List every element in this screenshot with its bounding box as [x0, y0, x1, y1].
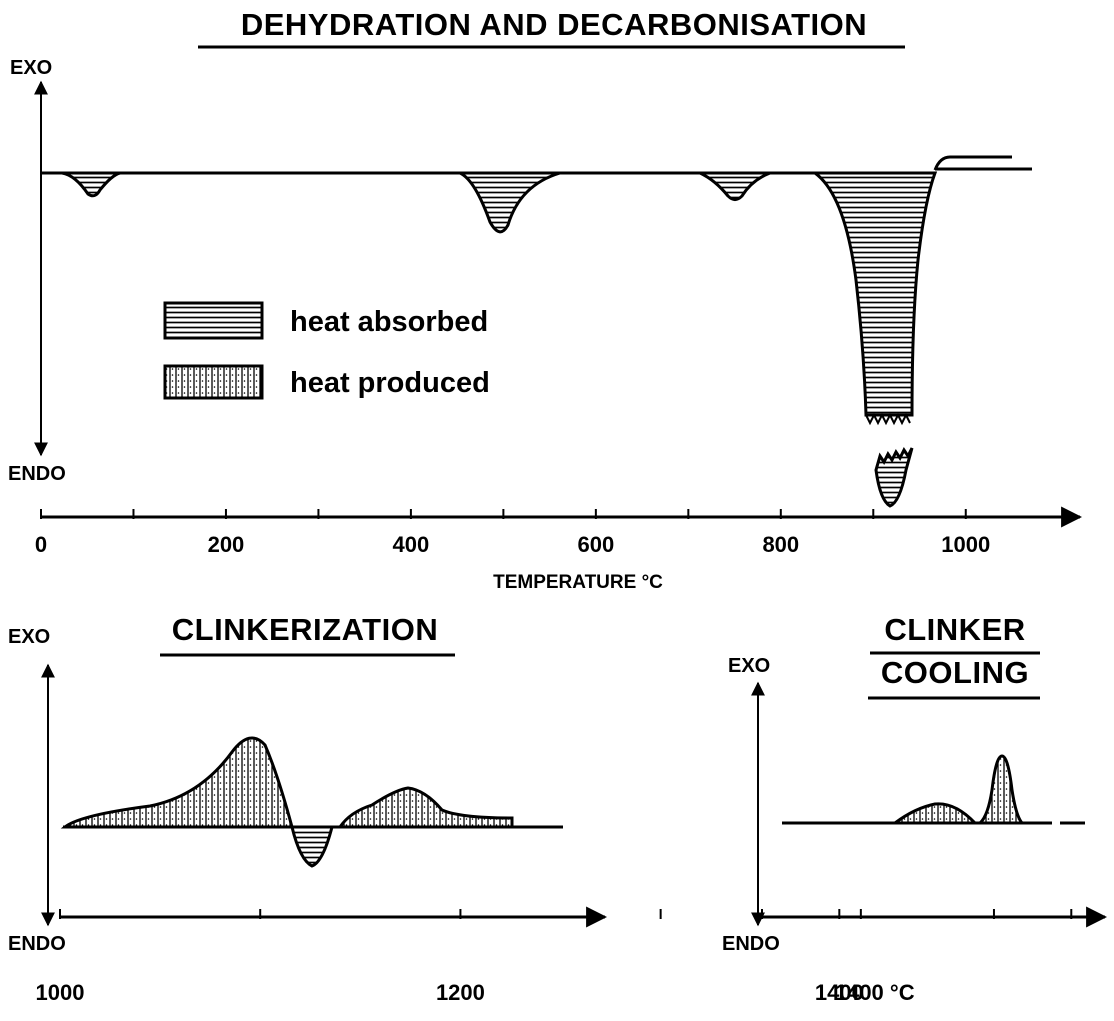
panel2-exo-label: EXO [8, 626, 50, 648]
panel2-x-ticks: 1000 1200 1400 °C [36, 909, 915, 1005]
panel1-endo-label: ENDO [8, 463, 66, 485]
panel3-exo-label: EXO [728, 655, 770, 677]
legend-label-heat-absorbed: heat absorbed [290, 306, 488, 338]
panel2-title: CLINKERIZATION [172, 612, 438, 647]
x-tick-label: 600 [577, 532, 614, 557]
x-tick-label: 1200 [436, 980, 485, 1005]
panel1-peak-endo-2 [459, 171, 561, 234]
x-tick-label: 800 [762, 532, 799, 557]
panel1-step-curve [933, 155, 1012, 171]
panel1-peak-endo-1 [61, 171, 121, 198]
x-tick-label: 1400 [815, 980, 864, 1005]
panel1-title: DEHYDRATION AND DECARBONISATION [241, 7, 867, 42]
panel3-x-ticks: 14001200 °C [761, 909, 1073, 1005]
panel3-peak-exo-small [890, 802, 979, 825]
panel-clinkerization: EXO CLINKERIZATION ENDO 1000 1200 1400 °C [8, 612, 915, 1005]
legend-label-heat-produced: heat produced [290, 367, 490, 399]
panel2-peak-exo-second [337, 786, 514, 829]
panel1-x-axis-title: TEMPERATURE °C [493, 572, 663, 593]
x-tick-label: 200 [208, 532, 245, 557]
x-tick-label: 1000 [941, 532, 990, 557]
panel3-endo-label: ENDO [722, 933, 780, 955]
panel1-x-ticks: 0 200 400 600 800 1000 [35, 509, 990, 557]
panel1-legend: heat absorbed heat produced [163, 301, 490, 400]
legend-swatch-heat-produced [163, 364, 264, 400]
x-tick-label: 1000 [36, 980, 85, 1005]
panel3-title-line2: COOLING [881, 655, 1029, 690]
x-tick-label: 1400 °C [835, 980, 915, 1005]
panel1-peak-endo-4 [810, 171, 938, 417]
panel1-peak-endo-3 [699, 171, 771, 201]
panel1-exo-label: EXO [10, 57, 52, 79]
x-tick-label: 400 [393, 532, 430, 557]
panel3-title-line1: CLINKER [884, 612, 1025, 647]
panel1-peak-endo-4-tail [874, 447, 914, 508]
x-tick-label: 0 [35, 532, 47, 557]
panel1-break-mark-top [865, 412, 911, 426]
panel2-endo-label: ENDO [8, 933, 66, 955]
legend-swatch-heat-absorbed [163, 301, 264, 340]
panel2-peak-endo [290, 825, 334, 868]
panel2-peak-exo-main [60, 736, 294, 829]
panel-dehydration: DEHYDRATION AND DECARBONISATION EXO ENDO… [8, 7, 1083, 593]
panel-clinker-cooling: CLINKER COOLING EXO ENDO 14001200 °C [722, 612, 1108, 1005]
panel3-peak-exo-sharp [976, 754, 1026, 825]
